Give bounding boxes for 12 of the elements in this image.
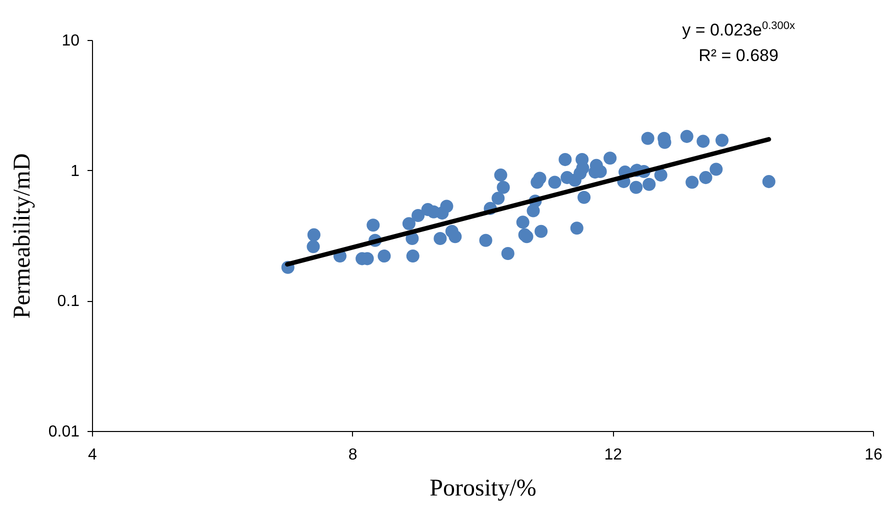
y-tick-label: 0.1 bbox=[57, 293, 80, 310]
x-axis-title: Porosity/% bbox=[430, 476, 536, 502]
annotation: R² = 0.689 bbox=[698, 44, 780, 67]
x-tick-label: 16 bbox=[864, 446, 882, 464]
x-tick-label: 8 bbox=[348, 446, 358, 464]
y-tick-label: 0.01 bbox=[48, 424, 80, 440]
x-tick-label: 12 bbox=[604, 446, 622, 464]
x-tick-label: 4 bbox=[88, 446, 98, 464]
y-tick-label: 10 bbox=[62, 32, 80, 50]
text: y = 0.023e$^{0.300x}$ bbox=[682, 19, 795, 42]
y-axis-title: Permeability/mD bbox=[9, 153, 36, 319]
y-tick-label: 1 bbox=[70, 162, 80, 180]
